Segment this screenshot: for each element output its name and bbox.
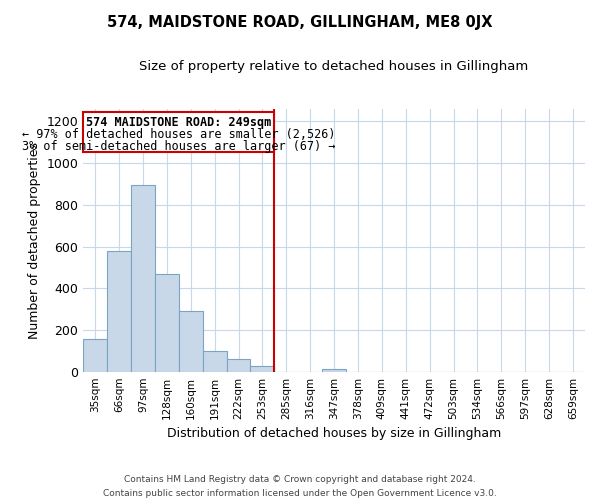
Bar bbox=[131, 185, 155, 372]
X-axis label: Distribution of detached houses by size in Gillingham: Distribution of detached houses by size … bbox=[167, 427, 501, 440]
Bar bbox=[227, 358, 250, 372]
Bar bbox=[107, 250, 131, 372]
Text: 574 MAIDSTONE ROAD: 249sqm: 574 MAIDSTONE ROAD: 249sqm bbox=[86, 116, 271, 129]
Bar bbox=[203, 351, 227, 372]
FancyBboxPatch shape bbox=[83, 112, 274, 152]
Bar bbox=[250, 366, 274, 372]
Bar bbox=[155, 274, 179, 372]
Bar bbox=[83, 340, 107, 372]
Text: 574, MAIDSTONE ROAD, GILLINGHAM, ME8 0JX: 574, MAIDSTONE ROAD, GILLINGHAM, ME8 0JX bbox=[107, 15, 493, 30]
Y-axis label: Number of detached properties: Number of detached properties bbox=[28, 142, 41, 339]
Text: Contains HM Land Registry data © Crown copyright and database right 2024.
Contai: Contains HM Land Registry data © Crown c… bbox=[103, 476, 497, 498]
Text: ← 97% of detached houses are smaller (2,526): ← 97% of detached houses are smaller (2,… bbox=[22, 128, 335, 141]
Bar bbox=[179, 311, 203, 372]
Text: 3% of semi-detached houses are larger (67) →: 3% of semi-detached houses are larger (6… bbox=[22, 140, 335, 153]
Bar bbox=[322, 368, 346, 372]
Title: Size of property relative to detached houses in Gillingham: Size of property relative to detached ho… bbox=[139, 60, 529, 73]
